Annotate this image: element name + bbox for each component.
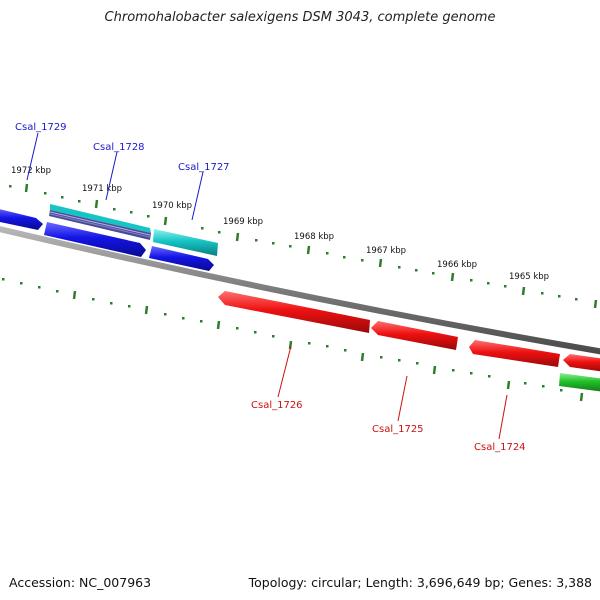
inner-major-ticks bbox=[72, 290, 584, 402]
scale-label-1965: 1965 kbp bbox=[509, 272, 549, 282]
scale-label-1967: 1967 kbp bbox=[366, 246, 406, 256]
forward-leader-lines bbox=[26, 132, 204, 221]
gene-arrow-csal-1724[interactable] bbox=[469, 340, 560, 367]
genome-title: Chromohalobacter salexigens DSM 3043, co… bbox=[104, 10, 496, 25]
scale-label-1968: 1968 kbp bbox=[294, 232, 334, 242]
reverse-leader-lines bbox=[277, 345, 508, 440]
inner-tick-ring bbox=[2, 278, 563, 392]
gene-label-csal-1725[interactable]: Csal_1725 bbox=[372, 424, 424, 435]
outer-major-ticks bbox=[24, 183, 598, 309]
gene-label-csal-1726[interactable]: Csal_1726 bbox=[251, 400, 303, 411]
gene-label-csal-1727[interactable]: Csal_1727 bbox=[178, 162, 230, 173]
outer-tick-ring bbox=[9, 185, 578, 301]
gene-arrow-blue-2[interactable] bbox=[149, 246, 214, 271]
gene-arrow-csal-1727[interactable] bbox=[153, 229, 218, 256]
gene-arrow-csal-1729[interactable] bbox=[0, 208, 43, 230]
genome-backbone bbox=[0, 226, 600, 355]
genome-summary-text: Topology: circular; Length: 3,696,649 bp… bbox=[248, 575, 592, 590]
reverse-strand-genes bbox=[218, 291, 600, 392]
scale-label-1971: 1971 kbp bbox=[82, 184, 122, 194]
gene-stripe bbox=[49, 213, 151, 238]
gene-arrow-csal-1725[interactable] bbox=[371, 321, 458, 350]
gene-arrow-green-right[interactable] bbox=[559, 373, 600, 392]
gene-arrow-blue-1[interactable] bbox=[44, 222, 146, 257]
gene-label-csal-1724[interactable]: Csal_1724 bbox=[474, 442, 526, 453]
scale-label-1972: 1972 kbp bbox=[11, 166, 51, 176]
scale-label-1970: 1970 kbp bbox=[152, 201, 192, 211]
gene-label-csal-1728[interactable]: Csal_1728 bbox=[93, 142, 145, 153]
gene-stripe bbox=[49, 211, 151, 236]
accession-text: Accession: NC_007963 bbox=[9, 575, 152, 590]
forward-strand-genes bbox=[0, 204, 218, 271]
scale-label-1966: 1966 kbp bbox=[437, 260, 477, 270]
gene-arrow-csal-1728[interactable] bbox=[50, 204, 151, 233]
gene-arrow-csal-1726[interactable] bbox=[218, 291, 370, 333]
scale-label-1969: 1969 kbp bbox=[223, 217, 263, 227]
gene-arrow-red-right[interactable] bbox=[563, 354, 600, 372]
gene-label-csal-1729[interactable]: Csal_1729 bbox=[15, 122, 67, 133]
